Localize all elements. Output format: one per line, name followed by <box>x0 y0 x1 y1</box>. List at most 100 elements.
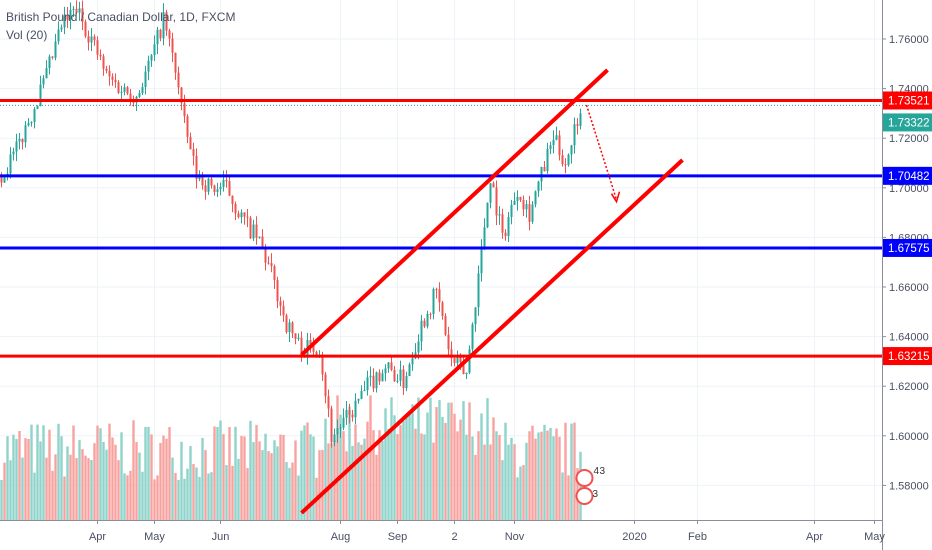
candle-body <box>516 196 519 201</box>
candle-body <box>30 122 33 124</box>
candle-body <box>33 109 36 123</box>
volume-bar <box>123 473 126 520</box>
volume-bar <box>132 420 135 520</box>
time-tick-label: 2 <box>451 531 457 543</box>
volume-bar <box>219 420 222 520</box>
candle-body <box>489 183 492 203</box>
candle-body <box>483 227 486 247</box>
price-tick-label: 1.64000 <box>889 332 929 344</box>
volume-bar <box>18 430 21 520</box>
volume-bar <box>0 479 3 520</box>
volume-bar <box>252 442 255 520</box>
volume-bar <box>552 436 555 520</box>
volume-bar <box>336 395 339 520</box>
volume-bar <box>519 466 522 520</box>
candle-body <box>579 113 582 126</box>
candle-body <box>180 87 183 104</box>
volume-bar <box>267 451 270 520</box>
level-price-label-bg <box>883 166 932 185</box>
candle-body <box>60 27 63 30</box>
current-price-label: 1.73322 <box>888 117 930 129</box>
volume-bar <box>27 438 30 520</box>
volume-bar <box>231 465 234 520</box>
candle-body <box>309 339 312 345</box>
volume-bar <box>561 472 564 520</box>
candle-body <box>420 320 423 342</box>
uk-flag-icon <box>575 469 594 487</box>
volume-bar <box>129 470 132 520</box>
volume-bar <box>447 402 450 520</box>
price-axis <box>882 0 932 550</box>
volume-bar <box>381 440 384 520</box>
candle-body <box>198 176 201 180</box>
volume-bar <box>372 430 375 520</box>
volume-bar <box>522 464 525 520</box>
price-tick-label: 1.60000 <box>889 431 929 443</box>
candle-body <box>276 280 279 302</box>
candle-body <box>279 301 282 306</box>
candle-body <box>264 248 267 263</box>
volume-bar <box>216 427 219 520</box>
volume-bar <box>204 450 207 520</box>
price-tick-label: 1.76000 <box>889 34 929 46</box>
volume-bar <box>462 401 465 520</box>
volume-bar <box>417 397 420 520</box>
volume-bar <box>255 424 258 520</box>
volume-indicator-label[interactable]: Vol (20) <box>6 28 48 42</box>
candle-body <box>381 373 384 382</box>
volume-bar <box>66 446 69 520</box>
volume-bar <box>324 418 327 520</box>
candle-body <box>81 8 84 22</box>
candle-body <box>411 358 414 365</box>
candle-body <box>537 181 540 192</box>
volume-bar <box>507 444 510 520</box>
candle-body <box>168 30 171 39</box>
volume-bar <box>51 470 54 520</box>
volume-bar <box>309 434 312 520</box>
time-tick-label: May <box>144 531 165 543</box>
candle-body <box>435 289 438 291</box>
event-flag-icon <box>575 469 594 505</box>
volume-bar <box>33 472 36 520</box>
volume-bar <box>186 468 189 520</box>
candle-body <box>525 204 528 210</box>
candle-body <box>330 408 333 443</box>
volume-bar <box>501 460 504 520</box>
chart-legend: British Pound / Canadian Dollar, 1D, FXC… <box>6 8 235 44</box>
volume-bar <box>396 434 399 520</box>
candle-body <box>159 29 162 39</box>
volume-bar <box>195 467 198 520</box>
volume-bar <box>264 433 267 520</box>
volume-bar <box>210 472 213 520</box>
volume-bar <box>114 444 117 520</box>
volume-bar <box>36 424 39 520</box>
candle-body <box>129 93 132 102</box>
volume-bar <box>165 438 168 520</box>
candle-body <box>429 313 432 315</box>
volume-bar <box>327 443 330 520</box>
volume-bar <box>120 432 123 520</box>
volume-bar <box>537 432 540 520</box>
candle-body <box>441 302 444 316</box>
candle-body <box>438 289 441 303</box>
candle-body <box>84 21 87 37</box>
volume-bar <box>510 437 513 520</box>
volume-bar <box>96 425 99 520</box>
candle-body <box>357 398 360 401</box>
volume-bar <box>276 446 279 520</box>
volume-bar <box>465 434 468 520</box>
candle-body <box>63 15 66 28</box>
volume-bar <box>318 450 321 520</box>
time-tick-label: Nov <box>505 531 525 543</box>
volume-bar <box>438 400 441 520</box>
candle-body <box>105 68 108 71</box>
candle-body <box>576 124 579 126</box>
candle-body <box>102 56 105 69</box>
candle-body <box>402 369 405 389</box>
candle-body <box>153 44 156 56</box>
candle-body <box>138 93 141 97</box>
candle-body <box>459 357 462 363</box>
volume-bar <box>213 426 216 520</box>
symbol-title[interactable]: British Pound / Canadian Dollar, 1D, FXC… <box>6 10 236 24</box>
